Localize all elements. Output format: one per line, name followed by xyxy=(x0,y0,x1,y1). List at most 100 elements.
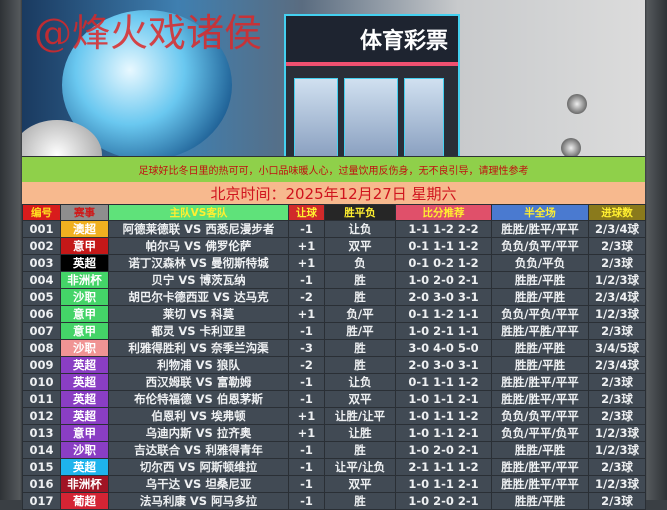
goals-pick: 1/2/3球 xyxy=(588,424,646,442)
half-full-pick: 胜胜/胜平/平平 xyxy=(491,373,589,391)
goals-pick: 1/2/3球 xyxy=(588,475,646,493)
notice-bar: 足球好比冬日里的热可可，小口品味暖人心，过量饮用反伤身，无不良引导，请理性参考 xyxy=(22,157,645,182)
half-full-pick: 胜胜/胜平/平平 xyxy=(491,475,589,493)
table-row: 004 非洲杯 贝宁 VS 博茨瓦纳 -1 胜 1-0 2-0 2-1 胜胜/平胜 1/2/3… xyxy=(22,271,646,289)
half-full-pick: 负负/平平/负平 xyxy=(491,424,589,442)
score-pick: 2-1 1-1 1-2 xyxy=(395,458,492,476)
table-row: 007 意甲 都灵 VS 卡利亚里 -1 胜/平 1-0 2-1 1-1 胜胜/平胜/平平 2… xyxy=(22,322,646,340)
result-pick: 胜 xyxy=(324,441,396,459)
match-teams: 帕尔马 VS 佛罗伦萨 xyxy=(108,237,289,255)
result-pick: 让胜 xyxy=(324,424,396,442)
match-teams: 胡巴尔卡德西亚 VS 达马克 xyxy=(108,288,289,306)
result-pick: 负/平 xyxy=(324,305,396,323)
match-teams: 乌迪内斯 VS 拉齐奥 xyxy=(108,424,289,442)
handicap: -1 xyxy=(288,322,325,340)
table-row: 012 英超 伯恩利 VS 埃弗顿 +1 让胜/让平 1-0 1-1 1-2 负负/负平/平… xyxy=(22,407,646,425)
table-row: 016 非洲杯 乌干达 VS 坦桑尼亚 -1 双平 1-0 1-1 2-1 胜胜/胜平/平平… xyxy=(22,475,646,493)
table-row: 014 沙职 吉达联合 VS 利雅得青年 -1 胜 1-0 2-0 2-1 胜胜/平胜 1/2… xyxy=(22,441,646,459)
match-number: 009 xyxy=(22,356,61,374)
match-number: 008 xyxy=(22,339,61,357)
soccer-ball-icon xyxy=(567,94,587,114)
score-pick: 1-0 2-0 2-1 xyxy=(395,441,492,459)
handicap: +1 xyxy=(288,237,325,255)
table-row: 011 英超 布伦特福德 VS 伯恩茅斯 -1 双平 1-0 1-1 2-1 胜胜/胜平/平… xyxy=(22,390,646,408)
result-pick: 双平 xyxy=(324,237,396,255)
goals-pick: 2/3球 xyxy=(588,237,646,255)
half-full-pick: 胜胜/胜平/平平 xyxy=(491,458,589,476)
handicap: -3 xyxy=(288,339,325,357)
match-number: 010 xyxy=(22,373,61,391)
goals-pick: 1/2/3球 xyxy=(588,441,646,459)
match-number: 003 xyxy=(22,254,61,272)
match-number: 014 xyxy=(22,441,61,459)
match-number: 011 xyxy=(22,390,61,408)
match-teams: 布伦特福德 VS 伯恩茅斯 xyxy=(108,390,289,408)
lottery-store: 体育彩票 xyxy=(284,14,460,156)
half-full-pick: 负负/平负/平平 xyxy=(491,305,589,323)
score-pick: 1-0 2-0 2-1 xyxy=(395,271,492,289)
table-row: 005 沙职 胡巴尔卡德西亚 VS 达马克 -2 胜 2-0 3-0 3-1 胜胜/平胜 2/… xyxy=(22,288,646,306)
league-badge: 葡超 xyxy=(60,492,109,510)
goals-pick: 2/3/4球 xyxy=(588,288,646,306)
score-pick: 2-0 3-0 3-1 xyxy=(395,356,492,374)
handicap: -2 xyxy=(288,356,325,374)
score-pick: 2-0 3-0 3-1 xyxy=(395,288,492,306)
league-badge: 英超 xyxy=(60,407,109,425)
handicap: -1 xyxy=(288,271,325,289)
goals-pick: 2/3球 xyxy=(588,407,646,425)
match-teams: 利雅得胜利 VS 奈季兰沟渠 xyxy=(108,339,289,357)
league-badge: 英超 xyxy=(60,458,109,476)
match-teams: 贝宁 VS 博茨瓦纳 xyxy=(108,271,289,289)
score-pick: 0-1 0-2 1-2 xyxy=(395,254,492,272)
league-badge: 意甲 xyxy=(60,305,109,323)
handicap: -1 xyxy=(288,458,325,476)
table-header: 编号 赛事 主队VS客队 让球 胜平负 比分推荐 半全场 进球数 xyxy=(22,204,646,221)
table-row: 003 英超 诺丁汉森林 VS 曼彻斯特城 +1 负 0-1 0-2 1-2 负负/平负 2/… xyxy=(22,254,646,272)
store-door xyxy=(344,78,398,156)
match-teams: 都灵 VS 卡利亚里 xyxy=(108,322,289,340)
score-pick: 1-0 1-1 2-1 xyxy=(395,424,492,442)
score-pick: 0-1 1-1 1-2 xyxy=(395,373,492,391)
half-full-pick: 胜胜/平胜 xyxy=(491,441,589,459)
header-number: 编号 xyxy=(22,204,61,221)
match-number: 001 xyxy=(22,220,61,238)
result-pick: 胜 xyxy=(324,288,396,306)
store-window xyxy=(404,78,444,156)
league-badge: 英超 xyxy=(60,356,109,374)
league-badge: 非洲杯 xyxy=(60,271,109,289)
match-teams: 阿德莱德联 VS 西悉尼漫步者 xyxy=(108,220,289,238)
goals-pick: 2/3球 xyxy=(588,373,646,391)
league-badge: 英超 xyxy=(60,390,109,408)
score-pick: 1-1 1-2 2-2 xyxy=(395,220,492,238)
goals-pick: 2/3球 xyxy=(588,254,646,272)
header-match: 主队VS客队 xyxy=(108,204,289,221)
result-pick: 让平/让负 xyxy=(324,458,396,476)
header-score: 比分推荐 xyxy=(395,204,492,221)
goals-pick: 1/2/3球 xyxy=(588,271,646,289)
goals-pick: 2/3球 xyxy=(588,492,646,510)
handicap: -1 xyxy=(288,373,325,391)
league-badge: 非洲杯 xyxy=(60,475,109,493)
match-number: 007 xyxy=(22,322,61,340)
league-badge: 英超 xyxy=(60,254,109,272)
half-full-pick: 胜胜/平胜 xyxy=(491,492,589,510)
table-row: 010 英超 西汉姆联 VS 富勒姆 -1 让负 0-1 1-1 1-2 胜胜/胜平/平平 2… xyxy=(22,373,646,391)
handicap: -2 xyxy=(288,288,325,306)
match-teams: 法马利康 VS 阿马多拉 xyxy=(108,492,289,510)
result-pick: 胜 xyxy=(324,271,396,289)
header-result: 胜平负 xyxy=(324,204,396,221)
handicap: +1 xyxy=(288,424,325,442)
match-teams: 吉达联合 VS 利雅得青年 xyxy=(108,441,289,459)
match-number: 006 xyxy=(22,305,61,323)
half-full-pick: 负负/负平/平平 xyxy=(491,407,589,425)
half-full-pick: 胜胜/胜平/平平 xyxy=(491,220,589,238)
table-row: 015 英超 切尔西 VS 阿斯顿维拉 -1 让平/让负 2-1 1-1 1-2 胜胜/胜平… xyxy=(22,458,646,476)
match-teams: 伯恩利 VS 埃弗顿 xyxy=(108,407,289,425)
result-pick: 胜 xyxy=(324,339,396,357)
header-handicap: 让球 xyxy=(288,204,325,221)
score-pick: 1-0 2-1 1-1 xyxy=(395,322,492,340)
goals-pick: 3/4/5球 xyxy=(588,339,646,357)
goals-pick: 1/2/3球 xyxy=(588,305,646,323)
handicap: +1 xyxy=(288,305,325,323)
header-half-full: 半全场 xyxy=(491,204,589,221)
